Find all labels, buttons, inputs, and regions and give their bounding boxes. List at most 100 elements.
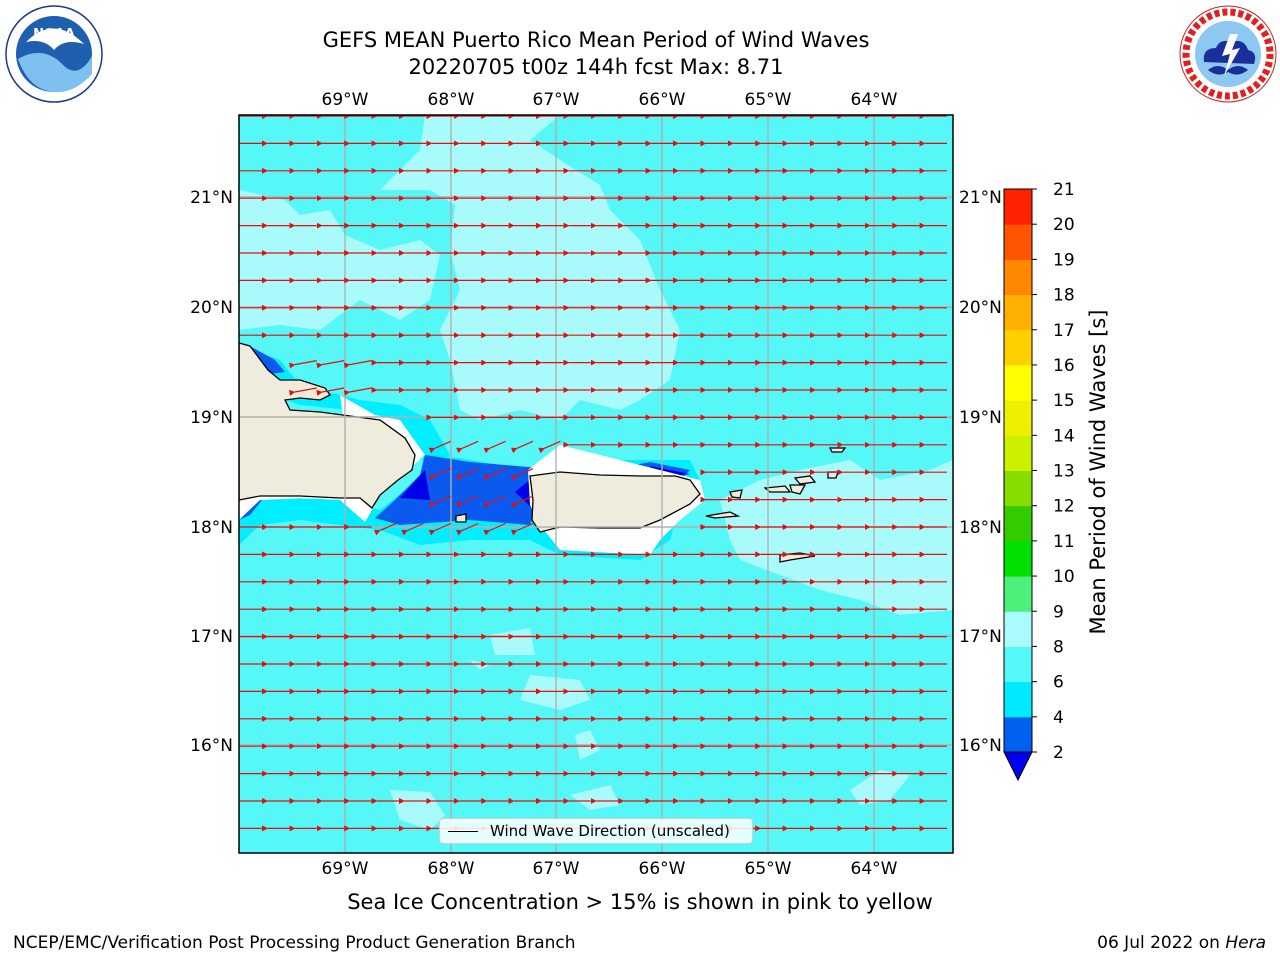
noaa-logo-text: NOAA — [33, 27, 75, 42]
lat-tick-label: 17°N — [190, 627, 233, 647]
lon-tick-label: 66°W — [639, 90, 686, 110]
wind-wave-arrow — [510, 440, 534, 454]
colorbar-segment — [1004, 329, 1032, 366]
colorbar-tick-label: 12 — [1053, 497, 1075, 517]
hispaniola-coast — [239, 342, 416, 509]
noaa-logo: NOAA — [4, 4, 104, 108]
wind-wave-arrow — [428, 495, 452, 509]
lon-tick-label: 67°W — [533, 859, 580, 879]
colorbar-segment — [1004, 646, 1032, 683]
lon-tick-label: 69°W — [322, 90, 369, 110]
colorbar-segment — [1004, 189, 1032, 225]
wind-wave-arrow — [538, 440, 561, 454]
colorbar-segment — [1004, 611, 1032, 647]
lon-tick-label: 64°W — [851, 90, 898, 110]
colorbar-tick-label: 14 — [1053, 426, 1075, 446]
lon-tick-label: 68°W — [428, 859, 475, 879]
colorbar-tick-label: 21 — [1053, 180, 1075, 200]
lon-tick-label: 65°W — [745, 859, 792, 879]
colorbar-segment — [1004, 400, 1032, 436]
wind-wave-arrow — [428, 468, 452, 481]
wind-wave-arrow — [456, 440, 479, 454]
colorbar-segment — [1004, 576, 1032, 612]
lon-tick-label: 67°W — [533, 90, 580, 110]
caption: Sea Ice Concentration > 15% is shown in … — [347, 890, 933, 914]
colorbar-tick-label: 20 — [1053, 215, 1075, 235]
wind-wave-arrow — [456, 522, 479, 536]
lat-tick-label: 20°N — [959, 298, 1002, 318]
colorbar-tick-label: 2 — [1053, 743, 1064, 763]
wind-wave-arrow — [343, 387, 372, 396]
colorbar-tick-label: 13 — [1053, 462, 1075, 482]
colorbar-segment — [1004, 470, 1032, 507]
lat-tick-label: 21°N — [959, 188, 1002, 208]
lon-tick-label: 69°W — [322, 859, 369, 879]
lat-tick-label: 16°N — [959, 736, 1002, 756]
lat-tick-label: 21°N — [190, 188, 233, 208]
colorbar-tick-label: 19 — [1053, 250, 1075, 270]
longitude-labels-top: 69°W 68°W 67°W 66°W 65°W 64°W — [322, 90, 898, 110]
wind-wave-arrow — [456, 468, 479, 481]
longitude-labels-bottom: 69°W 68°W 67°W 66°W 65°W 64°W — [322, 859, 898, 879]
wind-wave-arrow — [483, 440, 506, 454]
wind-wave-direction-arrows — [239, 115, 947, 832]
colorbar-tick-label: 8 — [1053, 637, 1064, 657]
lat-tick-label: 18°N — [190, 518, 233, 538]
colorbar-segment — [1004, 259, 1032, 296]
lat-tick-label: 16°N — [190, 736, 233, 756]
st-croix-coast — [779, 552, 816, 563]
footer-date-text: 06 Jul 2022 on — [1097, 933, 1220, 953]
lon-tick-label: 65°W — [745, 90, 792, 110]
lon-tick-label: 64°W — [851, 859, 898, 879]
colorbar-under-triangle — [1003, 751, 1033, 782]
colorbar: 2 4 6 8 9 10 11 12 13 14 15 16 17 18 19 20 21 — [1003, 180, 1075, 782]
footer-branch: NCEP/EMC/Verification Post Processing Pr… — [13, 933, 576, 953]
colorbar-segment — [1004, 681, 1032, 718]
colorbar-segment — [1004, 294, 1032, 331]
colorbar-tick-label: 4 — [1053, 708, 1064, 728]
legend-label: Wind Wave Direction (unscaled) — [490, 822, 730, 840]
map-frame — [238, 114, 954, 854]
lon-tick-label: 66°W — [639, 859, 686, 879]
lat-tick-label: 19°N — [190, 408, 233, 428]
colorbar-segment — [1004, 435, 1032, 471]
wind-wave-arrow — [510, 522, 534, 536]
nws-logo — [1178, 4, 1278, 108]
colorbar-tick-label: 11 — [1053, 532, 1075, 552]
wind-wave-arrow — [288, 360, 317, 369]
vieques-coast — [705, 511, 741, 519]
wind-wave-arrow — [428, 440, 452, 454]
wind-wave-arrow — [456, 495, 479, 509]
colorbar-segment — [1004, 505, 1032, 542]
wind-wave-arrow — [343, 360, 372, 369]
wind-wave-arrow — [483, 522, 506, 536]
colorbar-tick-label: 18 — [1053, 286, 1075, 306]
colorbar-tick-label: 9 — [1053, 602, 1064, 622]
lon-tick-label: 68°W — [428, 90, 475, 110]
wind-wave-arrow — [401, 522, 424, 536]
colorbar-tick-label: 17 — [1053, 321, 1075, 341]
footer-date: 06 Jul 2022 on Hera — [1097, 933, 1266, 953]
lat-tick-label: 19°N — [959, 408, 1002, 428]
chart-subtitle: 20220705 t00z 144h fcst Max: 8.71 — [408, 55, 784, 79]
wind-wave-arrow — [428, 522, 452, 536]
wind-wave-arrow — [483, 468, 506, 481]
wind-wave-arrow — [288, 387, 317, 396]
colorbar-tick-label: 16 — [1053, 356, 1075, 376]
lat-tick-label: 17°N — [959, 627, 1002, 647]
lat-tick-label: 18°N — [959, 518, 1002, 538]
colorbar-tick-label: 6 — [1053, 673, 1064, 693]
map-legend: Wind Wave Direction (unscaled) — [439, 818, 753, 844]
puerto-rico-coast — [529, 471, 701, 533]
wind-wave-arrow — [373, 522, 397, 536]
chart-title: GEFS MEAN Puerto Rico Mean Period of Win… — [322, 28, 870, 52]
wind-wave-arrow — [316, 387, 345, 396]
lat-tick-label: 20°N — [190, 298, 233, 318]
landmass — [239, 342, 847, 563]
wind-wave-arrow — [316, 360, 345, 369]
latitude-labels-left: 21°N 20°N 19°N 18°N 17°N 16°N — [190, 188, 233, 756]
legend-line-swatch — [448, 830, 478, 832]
colorbar-segment — [1004, 716, 1032, 753]
colorbar-tick-label: 10 — [1053, 567, 1075, 587]
